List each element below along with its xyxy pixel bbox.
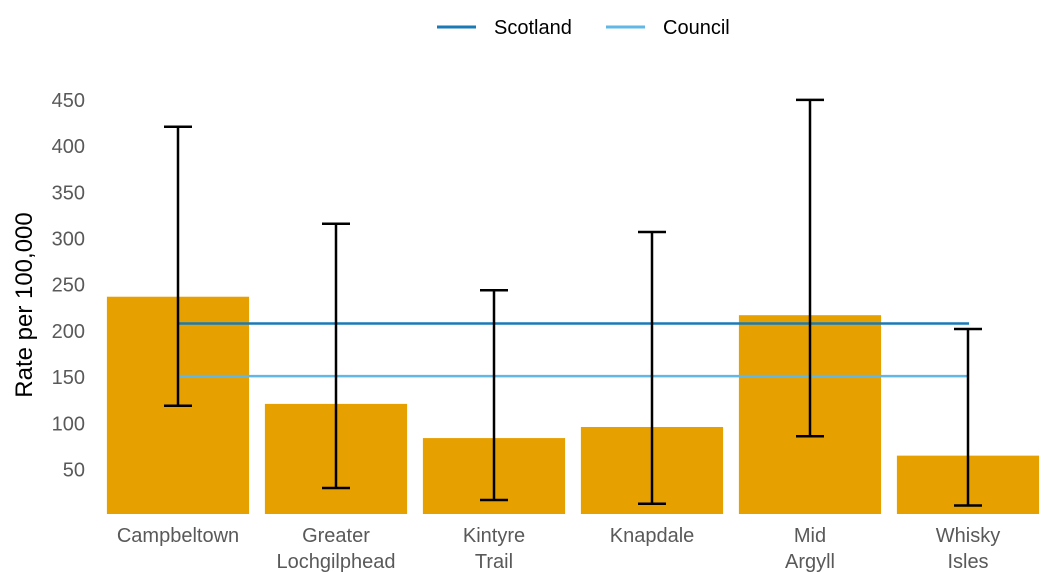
y-tick-label: 350: [52, 182, 85, 204]
x-tick-label: Knapdale: [610, 525, 695, 547]
x-tick-label-line: Greater: [302, 525, 370, 547]
x-tick-label-line: Trail: [475, 551, 513, 572]
x-tick-label: Mid Argyll: [785, 525, 835, 572]
y-tick-label: 300: [52, 229, 85, 251]
y-tick-label: 400: [52, 136, 85, 158]
y-axis-title: Rate per 100,000: [11, 212, 38, 397]
y-tick-label: 150: [52, 367, 85, 389]
y-tick-label: 250: [52, 275, 85, 297]
legend-label-council: Council: [663, 17, 730, 39]
x-tick-label: Campbeltown: [117, 525, 239, 547]
x-tick-label: Greater Lochgilphead: [277, 525, 396, 572]
x-tick-label-line: Kintyre: [463, 525, 525, 547]
reference-lines: [178, 322, 969, 378]
x-tick-label-line: Argyll: [785, 551, 835, 572]
y-tick-label: 50: [63, 460, 85, 482]
y-tick-label: 200: [52, 321, 85, 343]
legend: Scotland Council: [437, 17, 730, 39]
x-tick-label: Kintyre Trail: [463, 525, 525, 572]
x-tick-label-line: Whisky: [936, 525, 1000, 547]
x-tick-label-line: Campbeltown: [117, 525, 239, 547]
x-tick-label-line: Isles: [947, 551, 988, 572]
x-tick-label-line: Mid: [794, 525, 826, 547]
x-tick-label-line: Knapdale: [610, 525, 695, 547]
error-bars: [164, 98, 982, 507]
y-tick-label: 450: [52, 90, 85, 112]
x-tick-label-line: Lochgilphead: [277, 551, 396, 572]
x-tick-label: Whisky Isles: [936, 525, 1000, 572]
legend-label-scotland: Scotland: [494, 17, 572, 39]
y-tick-label: 100: [52, 413, 85, 435]
x-axis-labels: Campbeltown Greater Lochgilphead Kintyre Tra…: [117, 525, 1000, 572]
y-axis-ticks: 50 100 150 200 250 300 350 400 450: [52, 90, 85, 482]
bars: [106, 296, 1040, 514]
